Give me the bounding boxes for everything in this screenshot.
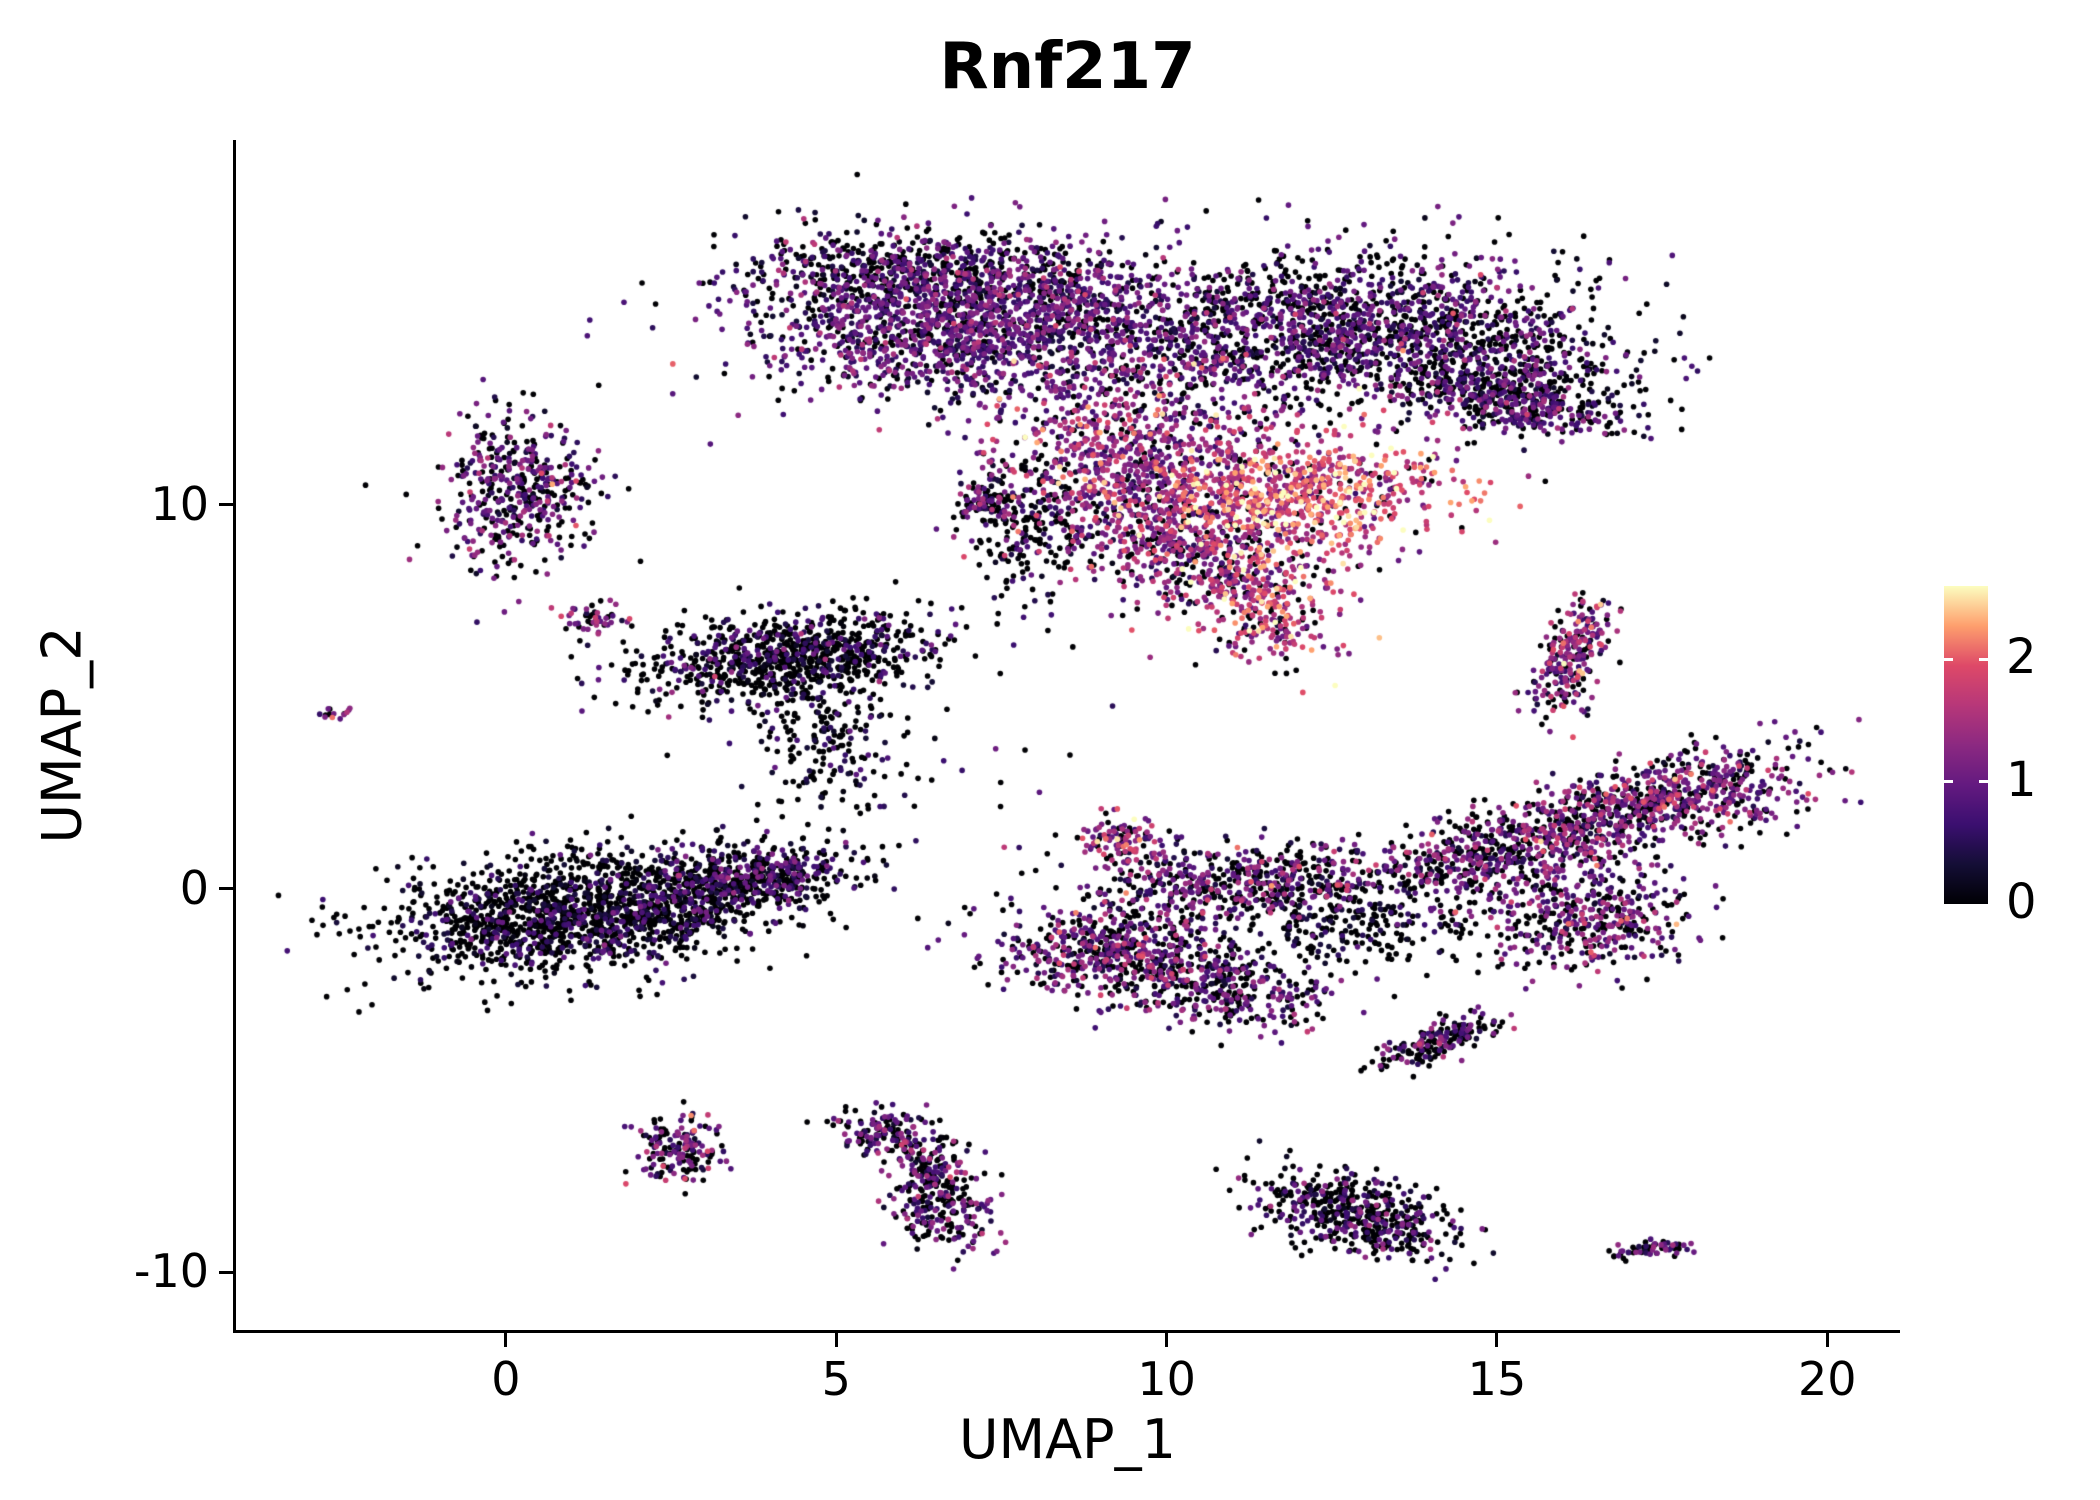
x-tick-label: 15 xyxy=(1467,1352,1527,1406)
y-tick-label: -10 xyxy=(133,1244,209,1299)
x-tick-mark xyxy=(504,1333,508,1347)
y-tick-mark xyxy=(219,1270,233,1274)
x-tick-mark xyxy=(1825,1333,1829,1347)
y-tick-label: 10 xyxy=(150,476,209,531)
colorbar-tick-mark xyxy=(1979,780,1988,784)
colorbar-tick-mark xyxy=(1979,657,1988,661)
colorbar-tick-mark xyxy=(1944,780,1953,784)
x-axis-line xyxy=(233,1330,1900,1333)
colorbar-tick-label: 1 xyxy=(2006,751,2037,808)
y-tick-label: 0 xyxy=(179,860,209,915)
x-tick-label: 10 xyxy=(1137,1352,1196,1406)
x-tick-mark xyxy=(1495,1333,1499,1347)
x-tick-mark xyxy=(834,1333,838,1347)
x-tick-label: 20 xyxy=(1798,1352,1857,1406)
colorbar-tick-label: 0 xyxy=(2006,874,2037,930)
x-tick-label: 5 xyxy=(821,1352,851,1406)
x-axis-label: UMAP_1 xyxy=(959,1408,1176,1471)
y-tick-mark xyxy=(219,503,233,507)
colorbar-tick-label: 2 xyxy=(2006,629,2037,686)
plot-title: Rnf217 xyxy=(939,30,1196,104)
colorbar-tick-mark xyxy=(1944,657,1953,661)
y-axis-label: UMAP_2 xyxy=(30,626,94,844)
x-tick-mark xyxy=(1165,1333,1169,1347)
y-tick-mark xyxy=(219,887,233,891)
colorbar-gradient xyxy=(1944,586,1988,904)
y-axis-line xyxy=(233,140,236,1333)
x-tick-label: 0 xyxy=(491,1352,521,1406)
